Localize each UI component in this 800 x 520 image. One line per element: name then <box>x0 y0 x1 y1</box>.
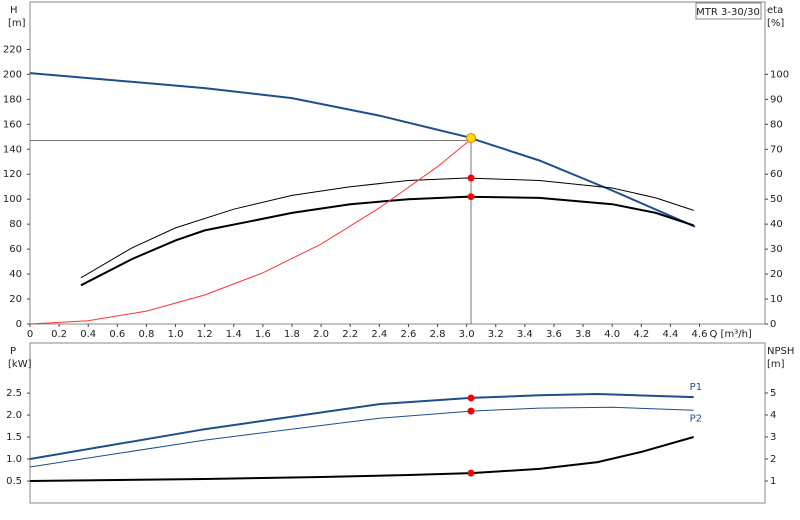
curve <box>29 392 694 460</box>
y2-tick-label: 4 <box>770 410 776 421</box>
duty-point <box>467 394 475 402</box>
y-tick-label: 1.5 <box>6 432 22 443</box>
x-tick-label: 4.6 <box>692 329 708 340</box>
y2-axis-unit: [m] <box>767 359 785 370</box>
duty-point <box>467 407 475 415</box>
y-tick-label: 200 <box>3 69 22 80</box>
curve <box>80 195 695 287</box>
duty-point <box>467 174 475 182</box>
y-axis-unit: [kW] <box>8 359 32 370</box>
plot-frame <box>29 1 766 325</box>
curve <box>29 72 696 228</box>
title-box <box>695 2 762 20</box>
plot-frame <box>29 342 766 504</box>
x-tick-label: 1.2 <box>197 329 213 340</box>
duty-point <box>467 193 475 201</box>
duty-point <box>466 133 476 144</box>
y2-tick-label: 20 <box>770 269 783 280</box>
y2-tick-label: 1 <box>770 476 776 487</box>
x-tick-label: 4.0 <box>604 329 620 340</box>
y-tick-label: 2.0 <box>6 410 22 421</box>
y-tick-label: 180 <box>3 94 22 105</box>
y-tick-label: 0 <box>16 319 22 330</box>
y2-axis-label: NPSH <box>767 346 794 357</box>
y-tick-label: 80 <box>9 219 22 230</box>
y-tick-label: 2.5 <box>6 388 22 399</box>
curve <box>29 138 472 325</box>
y-axis-label: H <box>10 5 18 16</box>
y-tick-label: 1.0 <box>6 454 22 465</box>
curve-label: P2 <box>690 413 702 424</box>
x-tick-label: 2.4 <box>371 329 387 340</box>
x-tick-label: 3.2 <box>488 329 504 340</box>
x-tick-label: 4.2 <box>633 329 649 340</box>
curve <box>29 436 694 482</box>
x-tick-label: 1.6 <box>255 329 271 340</box>
y2-tick-label: 0 <box>770 319 776 330</box>
chart-title: MTR 3-30/30 <box>696 7 760 18</box>
y2-tick-label: 10 <box>770 294 783 305</box>
x-tick-label: 0.2 <box>51 329 67 340</box>
y-tick-label: 20 <box>9 294 22 305</box>
x-tick-label: 0.8 <box>138 329 154 340</box>
y-tick-label: 40 <box>9 269 22 280</box>
y2-tick-label: 90 <box>770 94 783 105</box>
x-tick-label: 1.8 <box>284 329 300 340</box>
x-tick-label: 3.0 <box>459 329 475 340</box>
y2-tick-label: 100 <box>770 69 789 80</box>
curve-label: P1 <box>690 382 702 393</box>
x-tick-label: 1.4 <box>226 329 242 340</box>
y-tick-label: 160 <box>3 119 22 130</box>
y-axis-unit: [m] <box>8 18 26 29</box>
y2-tick-label: 3 <box>770 432 776 443</box>
y2-tick-label: 2 <box>770 454 776 465</box>
y2-tick-label: 70 <box>770 144 783 155</box>
x-tick-label: 3.4 <box>517 329 533 340</box>
y-axis-label: P <box>10 346 16 357</box>
x-tick-label: 0.4 <box>80 329 96 340</box>
y-tick-label: 0.5 <box>6 476 22 487</box>
x-tick-label: 4.4 <box>662 329 678 340</box>
x-tick-label: 0.6 <box>109 329 125 340</box>
y2-tick-label: 50 <box>770 194 783 205</box>
x-tick-label: 0 <box>27 329 33 340</box>
y2-tick-label: 40 <box>770 219 783 230</box>
y2-tick-label: 60 <box>770 169 783 180</box>
y2-tick-label: 80 <box>770 119 783 130</box>
x-tick-label: 1.0 <box>168 329 184 340</box>
x-tick-label: 3.8 <box>575 329 591 340</box>
x-tick-label: 3.6 <box>546 329 562 340</box>
curve <box>29 406 694 468</box>
y-tick-label: 220 <box>3 44 22 55</box>
x-tick-label: 2.0 <box>313 329 329 340</box>
y2-tick-label: 5 <box>770 388 776 399</box>
x-tick-label: 2.2 <box>342 329 358 340</box>
y-tick-label: 140 <box>3 144 22 155</box>
y-tick-label: 120 <box>3 169 22 180</box>
y-tick-label: 100 <box>3 194 22 205</box>
x-tick-label: 2.8 <box>430 329 446 340</box>
x-axis-label: Q [m³/h] <box>710 329 752 340</box>
duty-point <box>467 469 475 477</box>
curve <box>80 177 694 279</box>
y2-tick-label: 30 <box>770 244 783 255</box>
x-tick-label: 2.6 <box>400 329 416 340</box>
y2-axis-unit: [%] <box>767 18 784 29</box>
y2-axis-label: eta <box>767 5 783 16</box>
y-tick-label: 60 <box>9 244 22 255</box>
